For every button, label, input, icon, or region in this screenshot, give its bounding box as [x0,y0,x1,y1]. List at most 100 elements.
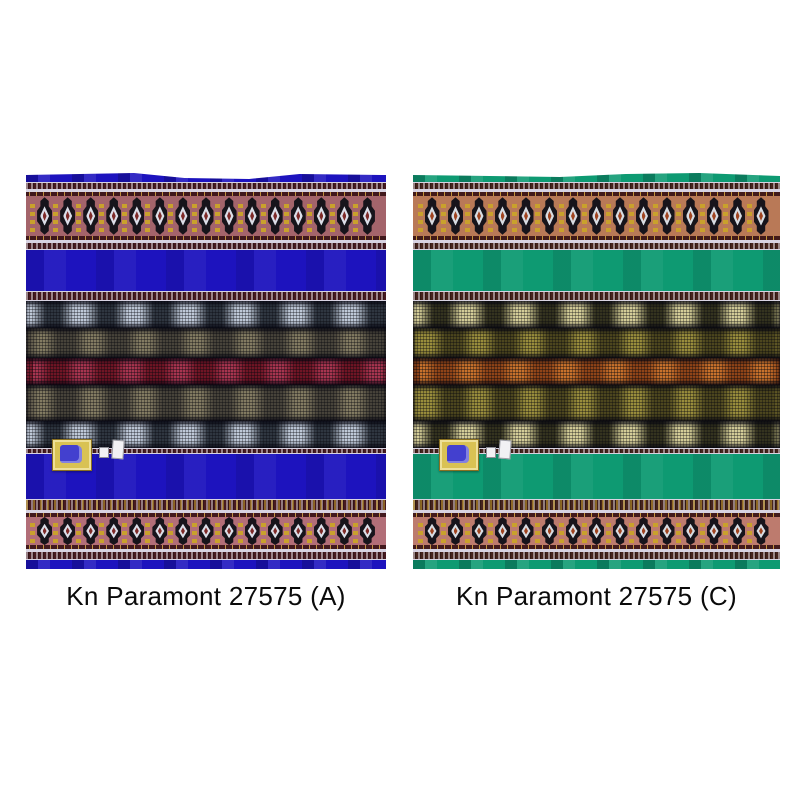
brand-label [439,439,479,471]
red-center-diamond-icon [453,527,458,535]
croc-texture-stripe-dark [413,328,780,358]
ikat-diamond-motif [168,197,191,235]
ikat-diamond-motif [535,197,557,235]
dotted-separator-stripe [26,291,386,301]
ikat-diamond-motif [214,197,237,235]
ikat-diamond-motif [676,197,698,235]
gold-step-separator-icon [306,200,312,232]
gold-step-separator-icon [652,519,658,543]
dotted-separator-stripe [413,551,780,560]
gold-step-separator-icon [629,519,634,543]
gold-step-separator-icon [417,200,423,232]
gold-step-separator-icon [122,200,128,232]
gold-step-separator-icon [723,519,728,543]
selvage-edge-stripe [413,173,780,182]
gold-step-separator-icon [191,519,197,543]
brand-logo-icon [60,445,82,463]
red-center-diamond-icon [88,527,93,535]
ikat-diamond-motif [237,197,260,235]
gold-step-separator-icon [417,519,423,543]
ikat-diamond-motif [283,197,306,235]
ikat-diamond-motif [535,516,557,546]
gold-step-separator-icon [30,200,36,232]
red-center-diamond-icon [665,211,669,221]
red-center-diamond-icon [594,527,599,535]
solid-color-band-with-label [26,439,386,499]
red-center-diamond-icon [296,211,301,221]
gold-step-separator-icon [699,200,705,232]
gold-step-separator-icon [168,200,174,232]
gold-step-separator-icon [511,519,517,543]
gold-step-separator-icon [464,200,470,232]
ikat-diamond-motif [723,197,745,235]
ikat-diamond-motif [214,516,237,546]
ikat-diamond-motif [464,197,487,235]
red-center-diamond-icon [342,211,347,221]
solid-color-band [413,250,780,291]
croc-texture-stripe-accent [413,358,780,385]
red-center-diamond-icon [88,211,93,221]
gold-step-separator-icon [237,519,243,543]
red-center-diamond-icon [111,527,116,535]
red-center-diamond-icon [134,527,139,535]
fabric-caption-a: Kn Paramont 27575 (A) [66,581,346,611]
ikat-diamond-motif [99,197,122,235]
red-center-diamond-icon [273,211,278,221]
ikat-diamond-motif [746,516,769,546]
gold-step-separator-icon [746,519,752,543]
gold-step-separator-icon [306,519,312,543]
gold-step-separator-icon [76,200,82,232]
ikat-diamond-motif [488,516,510,546]
ethnic-border-band-top [26,190,386,242]
gold-step-separator-icon [441,200,446,232]
fabric-cloth-a [26,173,386,569]
croc-texture-stripe-dark [26,385,386,421]
red-center-diamond-icon [477,211,481,221]
red-center-diamond-icon [42,211,47,221]
ikat-diamond-motif [558,516,581,546]
gold-step-separator-icon [488,519,493,543]
small-paper-tag [486,447,496,458]
gold-step-separator-icon [145,519,151,543]
gold-step-separator-icon [283,519,289,543]
brand-logo-icon [447,445,469,463]
gold-step-separator-icon [652,200,658,232]
ikat-diamond-motif [191,197,214,235]
ikat-diamond-motif [352,197,375,235]
ikat-diamond-motif [652,516,675,546]
gold-step-separator-icon [352,200,358,232]
gold-step-separator-icon [191,200,197,232]
gold-step-separator-icon [699,519,705,543]
ikat-diamond-motif [605,197,628,235]
ikat-diamond-motif [122,197,145,235]
red-center-diamond-icon [688,527,693,535]
gold-step-separator-icon [122,519,128,543]
ikat-diamond-motif [30,516,53,546]
croc-texture-stripe-dark [413,385,780,421]
small-paper-tag [99,447,109,458]
red-center-diamond-icon [157,211,162,221]
red-center-diamond-icon [735,527,740,535]
motif-row [413,513,780,549]
red-center-diamond-icon [641,527,646,535]
ikat-diamond-motif [145,516,168,546]
ikat-diamond-motif [746,197,769,235]
ikat-diamond-motif [260,516,283,546]
ikat-diamond-motif [260,197,283,235]
gold-step-separator-icon [352,519,358,543]
ikat-diamond-motif [417,516,440,546]
ethnic-border-band-bottom [26,511,386,551]
red-center-diamond-icon [296,527,301,535]
dotted-separator-stripe [413,291,780,301]
ikat-diamond-motif [122,516,145,546]
ethnic-border-band-top [413,190,780,242]
motif-row [413,192,780,240]
gold-step-separator-icon [582,200,587,232]
red-center-diamond-icon [759,211,763,221]
gold-step-separator-icon [558,519,564,543]
ikat-diamond-motif [441,197,463,235]
ikat-diamond-motif [329,516,352,546]
ikat-diamond-motif [699,516,722,546]
ikat-diamond-motif [511,197,534,235]
